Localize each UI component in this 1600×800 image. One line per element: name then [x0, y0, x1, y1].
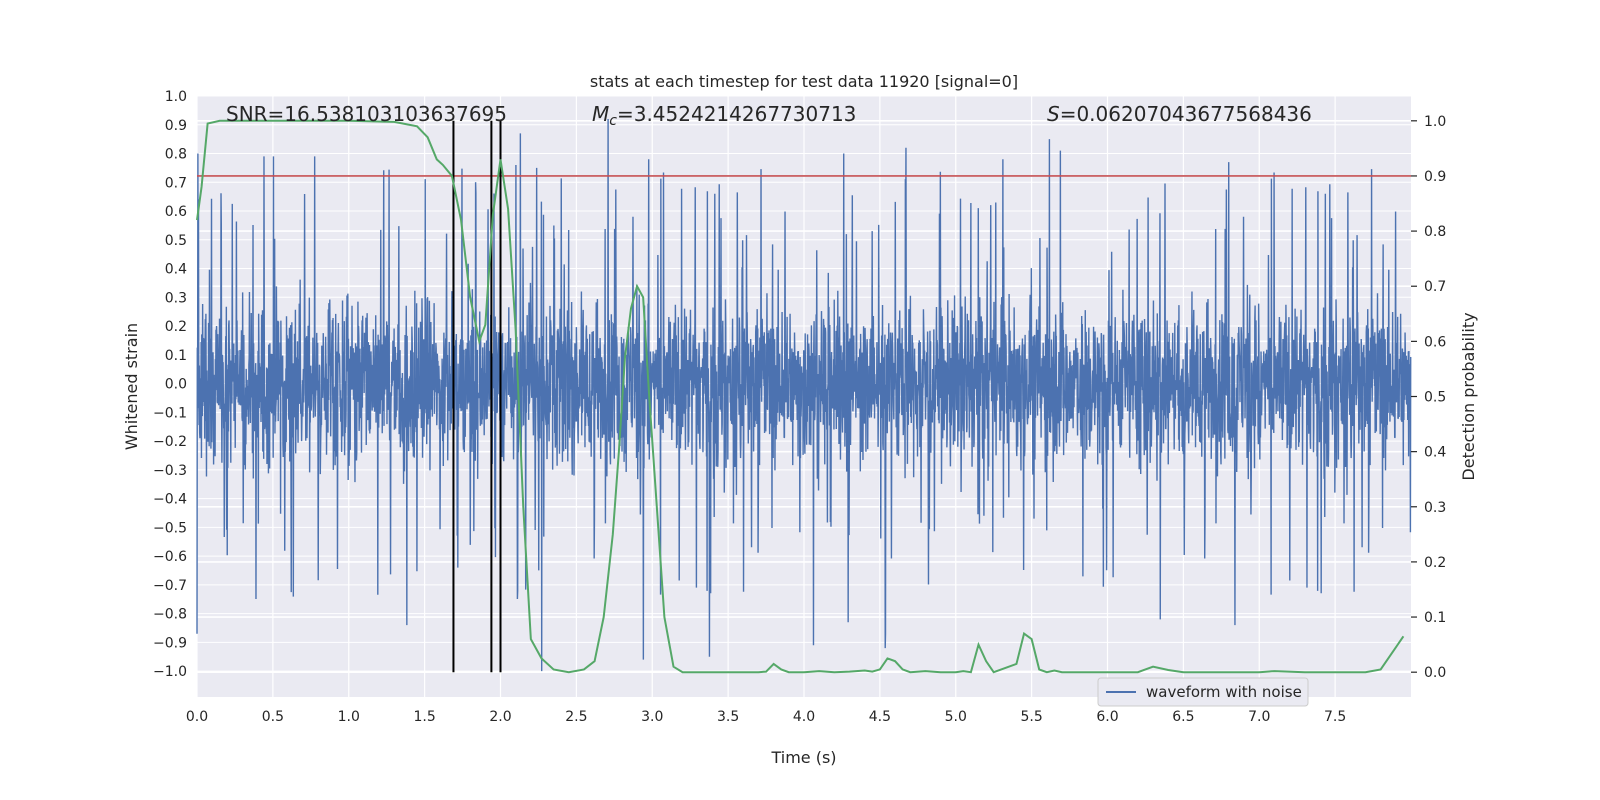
left-tick-label-5: 0.5 [165, 233, 187, 249]
left-tick-label-10: 0.0 [165, 377, 187, 393]
left-tick-label-19: −0.9 [153, 635, 187, 651]
x-tick-label-12: 6.0 [1096, 709, 1118, 725]
left-tick-label-18: −0.8 [153, 607, 187, 623]
left-tick-label-4: 0.6 [165, 204, 187, 220]
right-tick-label-7: 0.3 [1424, 500, 1446, 516]
left-tick-label-1: 0.9 [165, 118, 187, 134]
left-tick-label-14: −0.4 [153, 492, 187, 508]
left-tick-label-0: 1.0 [165, 89, 187, 105]
probability-line [196, 119, 1405, 674]
x-tick-label-11: 5.5 [1020, 709, 1042, 725]
left-tick-label-17: −0.7 [153, 578, 187, 594]
left-tick-label-7: 0.3 [165, 290, 187, 306]
left-tick-label-11: −0.1 [153, 405, 187, 421]
legend: waveform with noise [1097, 677, 1309, 707]
x-tick-label-6: 3.0 [641, 709, 663, 725]
x-tick-label-9: 4.5 [869, 709, 891, 725]
left-axis-label: Whitened strain [122, 323, 141, 450]
left-tick-label-12: −0.2 [153, 434, 187, 450]
right-tick-label-8: 0.2 [1424, 555, 1446, 571]
chart-title: stats at each timestep for test data 119… [590, 72, 1018, 91]
x-tick-label-4: 2.0 [489, 709, 511, 725]
s-prefix: S [1047, 102, 1060, 126]
left-tick-label-15: −0.5 [153, 520, 187, 536]
waveform-layer [196, 118, 1412, 672]
right-tick-label-3: 0.7 [1424, 279, 1446, 295]
s-annotation: S=0.06207043677568436 [1047, 102, 1312, 126]
left-axis-ticks: 1.0 0.9 0.8 0.7 0.6 0.5 0.4 0.3 0.2 0.1 0.0 −0.1 −0.… [153, 89, 187, 680]
left-tick-label-13: −0.3 [153, 463, 187, 479]
snr-annotation: SNR=16.538103103637695 [226, 102, 507, 126]
mc-prefix: M [592, 102, 609, 126]
right-axis-label: Detection probability [1459, 312, 1478, 480]
x-axis-label: Time (s) [770, 748, 836, 767]
right-tick-label-9: 0.1 [1424, 610, 1446, 626]
mc-value: =3.4524214267730713 [617, 102, 856, 126]
x-tick-label-13: 6.5 [1172, 709, 1194, 725]
x-tick-label-5: 2.5 [565, 709, 587, 725]
left-tick-label-20: −1.0 [153, 664, 187, 680]
right-tick-label-4: 0.6 [1424, 334, 1446, 350]
left-tick-label-8: 0.2 [165, 319, 187, 335]
x-tick-label-3: 1.5 [413, 709, 435, 725]
right-axis-ticks: 1.0 0.9 0.8 0.7 0.6 0.5 0.4 0.3 0.2 0.1 0.0 [1411, 114, 1446, 681]
x-tick-label-1: 0.5 [262, 709, 284, 725]
left-tick-label-3: 0.7 [165, 175, 187, 191]
s-value: =0.06207043677568436 [1060, 102, 1312, 126]
waveform-series [196, 118, 1412, 672]
x-tick-label-10: 5.0 [945, 709, 967, 725]
right-tick-label-1: 0.9 [1424, 169, 1446, 185]
right-tick-label-2: 0.8 [1424, 224, 1446, 240]
left-tick-label-16: −0.6 [153, 549, 187, 565]
mc-annotation: Mc=3.4524214267730713 [592, 102, 856, 129]
mc-subscript: c [609, 113, 617, 129]
left-tick-label-2: 0.8 [165, 147, 187, 163]
x-tick-label-0: 0.0 [186, 709, 208, 725]
x-tick-label-8: 4.0 [793, 709, 815, 725]
legend-label: waveform with noise [1146, 683, 1302, 701]
x-tick-label-7: 3.5 [717, 709, 739, 725]
left-tick-label-9: 0.1 [165, 348, 187, 364]
right-tick-label-6: 0.4 [1424, 445, 1446, 461]
right-tick-label-10: 0.0 [1424, 665, 1446, 681]
left-tick-label-6: 0.4 [165, 262, 187, 278]
right-tick-label-5: 0.5 [1424, 390, 1446, 406]
vertical-markers [452, 120, 502, 673]
legend-box [1097, 677, 1309, 707]
x-tick-label-14: 7.0 [1248, 709, 1270, 725]
right-tick-label-0: 1.0 [1424, 114, 1446, 130]
x-tick-label-2: 1.0 [338, 709, 360, 725]
x-axis-ticks: 0.0 0.5 1.0 1.5 2.0 2.5 3.0 3.5 4.0 4.5 5.0 5.5 6.0 6… [186, 709, 1346, 725]
x-tick-label-15: 7.5 [1324, 709, 1346, 725]
